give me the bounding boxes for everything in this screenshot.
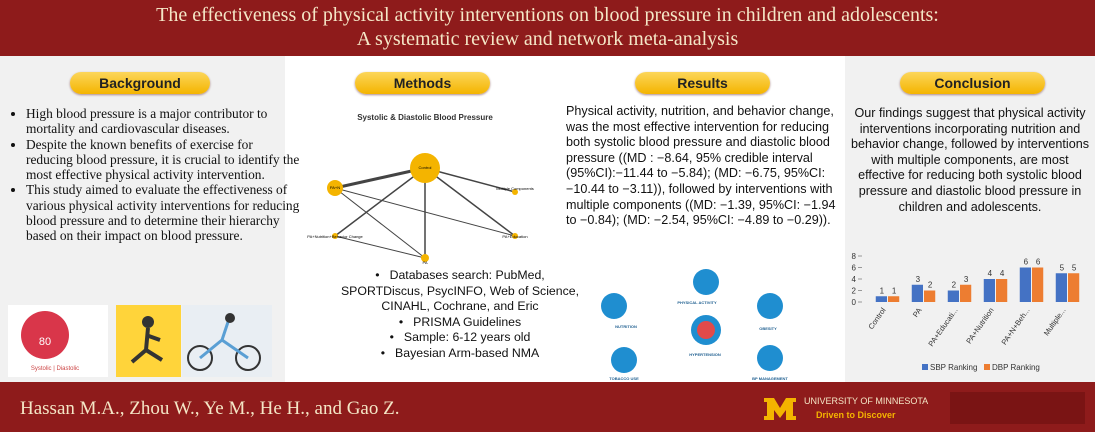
- person: [225, 313, 235, 323]
- legend-swatch: [922, 364, 928, 370]
- footer-logo: UNIVERSITY OF MINNESOTA Driven to Discov…: [764, 392, 1085, 424]
- icon-label: BP MANAGEMENT: [752, 376, 788, 381]
- bar: [924, 290, 936, 302]
- data-label: 5: [1072, 263, 1077, 272]
- legend-label: DBP Ranking: [992, 363, 1040, 372]
- legend-label: SBP Ranking: [930, 363, 977, 372]
- x-tick-label: PA+Nutrition: [964, 306, 995, 345]
- network-node: [332, 233, 338, 239]
- y-tick-label: 8: [852, 252, 857, 261]
- image-caption: Systolic | Diastolic: [31, 366, 79, 372]
- network-node: [410, 153, 440, 183]
- results-text: Physical activity, nutrition, and behavi…: [566, 104, 836, 228]
- y-tick-label: 6: [852, 264, 857, 273]
- bar: [1068, 273, 1080, 302]
- bar: [996, 279, 1008, 302]
- footer-box: [950, 392, 1085, 424]
- network-node: [512, 233, 518, 239]
- data-label: 1: [880, 286, 885, 295]
- data-label: 6: [1036, 258, 1041, 267]
- bar: [875, 296, 887, 302]
- data-label: 6: [1024, 258, 1029, 267]
- icon-label: NUTRITION: [615, 324, 637, 329]
- y-tick-label: 4: [852, 275, 857, 284]
- bar: [983, 279, 995, 302]
- network-node: [512, 189, 518, 195]
- icon-label: TOBACCO USE: [609, 376, 639, 381]
- node-label: PA+Education: [502, 234, 527, 239]
- methods-list: Databases search: PubMed, SPORTDiscus, P…: [318, 268, 580, 362]
- bullet: Databases search: PubMed, SPORTDiscus, P…: [340, 268, 580, 315]
- section-heading: Methods: [355, 72, 490, 94]
- person: [130, 327, 164, 364]
- section-heading: Background: [70, 72, 210, 94]
- data-label: 5: [1060, 263, 1065, 272]
- bullet: High blood pressure is a major contribut…: [26, 106, 302, 137]
- title-line: A systematic review and network meta-ana…: [356, 28, 739, 50]
- university: UNIVERSITY OF MINNESOTA: [804, 396, 928, 406]
- background-list: High blood pressure is a major contribut…: [4, 106, 302, 244]
- network-edges: [334, 166, 516, 259]
- bike: [199, 321, 249, 360]
- node-label: PA: [422, 260, 427, 265]
- header-banner: [0, 0, 1095, 56]
- bullet: Bayesian Arm-based NMA: [340, 346, 580, 362]
- x-tick-label: PA+Educati...: [926, 306, 959, 348]
- bar: [1019, 267, 1031, 302]
- bar: [947, 290, 959, 302]
- section-heading: Conclusion: [900, 72, 1045, 94]
- section-heading: Results: [635, 72, 770, 94]
- data-label: 4: [1000, 269, 1005, 278]
- data-label: 4: [988, 269, 993, 278]
- legend-swatch: [984, 364, 990, 370]
- node-label: Multiple Components: [496, 186, 534, 191]
- motto: Driven to Discover: [816, 410, 896, 420]
- bar: [1055, 273, 1067, 302]
- bar: [888, 296, 900, 302]
- heart-icon: [21, 311, 69, 359]
- node-label: Control: [419, 165, 432, 170]
- icon-label: OBESITY: [759, 326, 777, 331]
- bar: [960, 284, 972, 302]
- title-line: The effectiveness of physical activity i…: [156, 4, 939, 26]
- results-infographic: [601, 269, 783, 373]
- x-tick-label: Multiple...: [1042, 306, 1068, 337]
- bullet: Despite the known benefits of exercise f…: [26, 137, 302, 183]
- x-tick-label: Control: [866, 306, 887, 331]
- logo-mark: [764, 398, 796, 420]
- data-label: 3: [964, 275, 969, 284]
- bar: [911, 284, 923, 302]
- x-tick-label: PA: [911, 306, 924, 319]
- network-node: [327, 180, 343, 196]
- icon-label: PHYSICAL ACTIVITY: [677, 300, 717, 305]
- diagram-title: Systolic & Diastolic Blood Pressure: [357, 113, 493, 122]
- footer-banner: [0, 382, 1095, 432]
- conclusion-text: Our findings suggest that physical activ…: [850, 106, 1090, 214]
- y-tick-label: 0: [852, 298, 857, 307]
- wheel: [235, 345, 261, 371]
- x-tick-label: PA+N+Beh...: [999, 306, 1031, 347]
- person: [142, 316, 154, 328]
- conclusion-column: [845, 56, 1095, 382]
- bullet: Sample: 6-12 years old: [340, 330, 580, 346]
- bar: [1032, 267, 1044, 302]
- network-node: [421, 254, 429, 262]
- y-tick-label: 2: [852, 287, 857, 296]
- wheel: [187, 345, 213, 371]
- data-label: 2: [928, 281, 933, 290]
- data-label: 2: [952, 281, 957, 290]
- node-label: PA+N: [330, 185, 340, 190]
- icon-label: HYPERTENSION: [689, 352, 721, 357]
- node-label: PA+Nutrition+Behavior Change: [307, 234, 363, 239]
- image-number: 80: [39, 336, 51, 348]
- data-label: 1: [892, 286, 897, 295]
- bullet: PRISMA Guidelines: [340, 315, 580, 331]
- authors: Hassan M.A., Zhou W., Ye M., He H., and …: [20, 398, 400, 419]
- data-label: 3: [916, 275, 921, 284]
- bullet: This study aimed to evaluate the effecti…: [26, 182, 302, 243]
